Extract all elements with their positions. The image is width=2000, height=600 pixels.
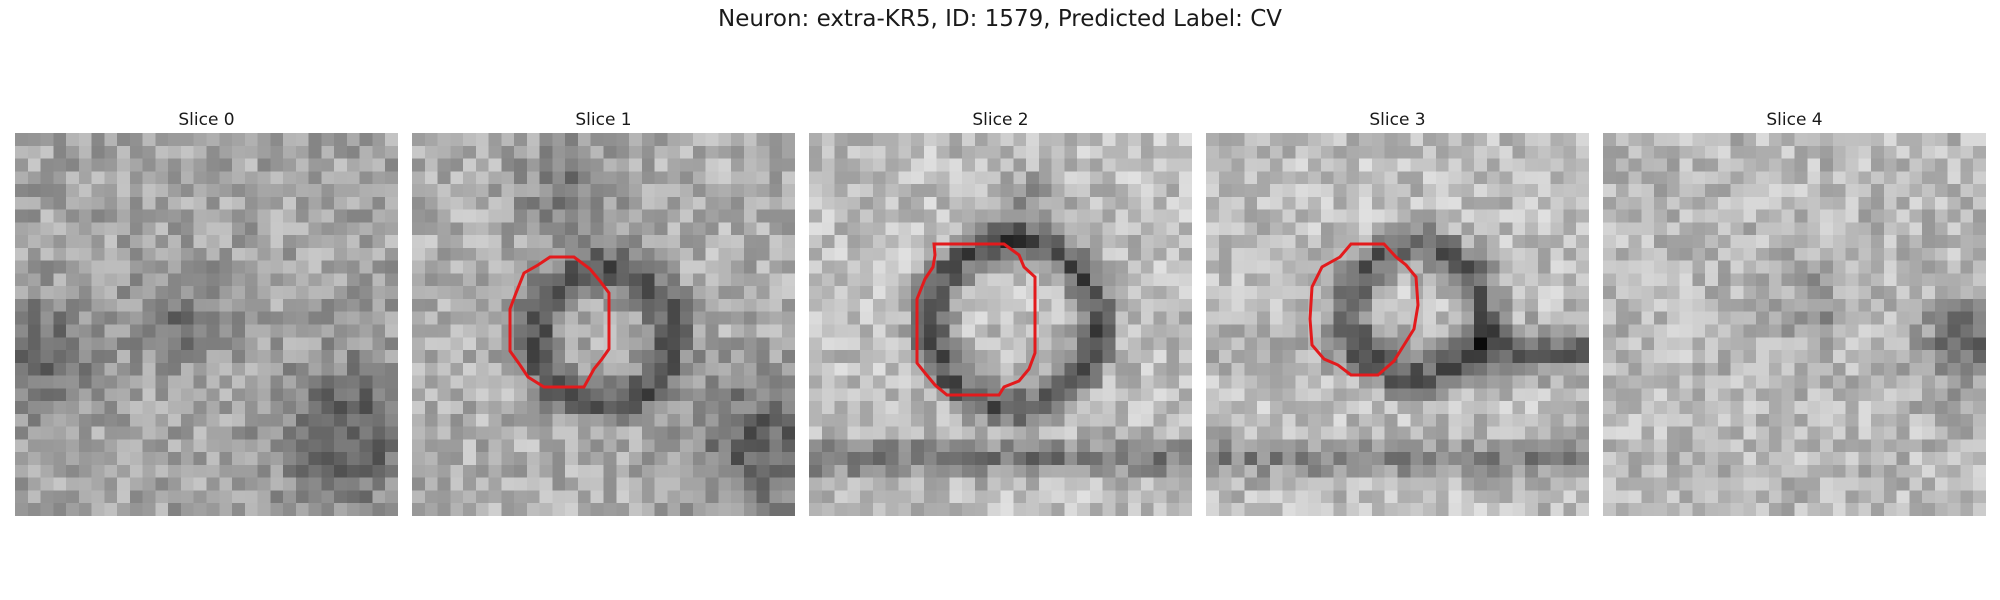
slice-title: Slice 1 (575, 110, 632, 130)
slice-image (809, 133, 1192, 516)
slice-panel-3: Slice 3 (1206, 108, 1589, 516)
slice-panel-4: Slice 4 (1603, 108, 1986, 516)
segmentation-contour (1308, 242, 1420, 377)
slice-image (1206, 133, 1589, 516)
slice-image (412, 133, 795, 516)
slice-panel-1: Slice 1 (412, 108, 795, 516)
slice-title: Slice 3 (1369, 110, 1426, 130)
slice-image (1603, 133, 1986, 516)
slice-title: Slice 4 (1766, 110, 1823, 130)
segmentation-contour (915, 242, 1037, 397)
slice-title: Slice 2 (972, 110, 1029, 130)
figure-title: Neuron: extra-KR5, ID: 1579, Predicted L… (717, 6, 1283, 32)
slice-panel-2: Slice 2 (809, 108, 1192, 516)
slice-image (15, 133, 398, 516)
segmentation-contour (508, 255, 611, 389)
slice-title: Slice 0 (178, 110, 235, 130)
slice-panel-0: Slice 0 (15, 108, 398, 516)
